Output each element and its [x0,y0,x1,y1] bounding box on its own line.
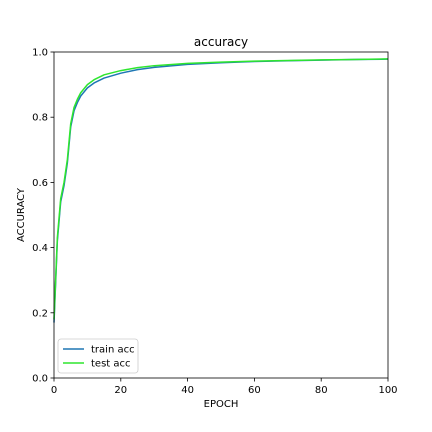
series-line-train-acc [53,58,389,323]
x-tick-label: 20 [114,385,127,396]
y-tick-label: 0.4 [32,243,48,254]
x-tick-label: 80 [315,385,328,396]
plot-frame [53,51,389,379]
y-axis-ticks: 0.0 0.2 0.4 0.6 0.8 1.0 [32,48,54,385]
x-tick-label: 60 [248,385,261,396]
y-tick-label: 0.8 [32,113,48,124]
legend: train acc test acc [57,338,139,374]
y-tick-label: 0.2 [32,308,48,319]
x-axis-ticks: 0 20 40 60 80 100 [51,378,398,396]
x-axis-label: EPOCH [204,399,239,410]
legend-label-test-acc: test acc [91,359,131,370]
x-tick-label: 0 [51,385,57,396]
legend-label-train-acc: train acc [91,345,135,356]
chart-title: accuracy [194,35,248,49]
series-line-test-acc [53,58,389,320]
x-tick-label: 100 [378,385,397,396]
y-tick-label: 1.0 [32,48,48,59]
plot-lines [53,58,389,323]
y-tick-label: 0.6 [32,178,48,189]
x-tick-label: 40 [181,385,194,396]
legend-box [57,338,139,374]
y-tick-label: 0.0 [32,374,48,385]
y-axis-label: ACCURACY [16,187,27,242]
